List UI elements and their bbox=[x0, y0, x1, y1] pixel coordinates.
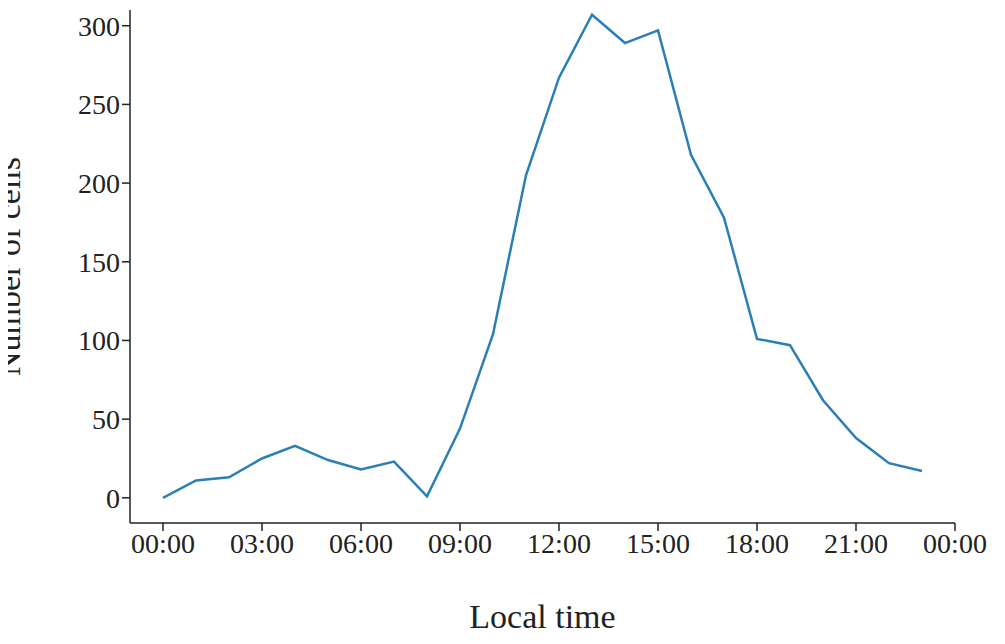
svg-text:50: 50 bbox=[92, 404, 120, 435]
svg-text:12:00: 12:00 bbox=[527, 528, 591, 559]
svg-text:15:00: 15:00 bbox=[626, 528, 690, 559]
svg-text:150: 150 bbox=[78, 247, 120, 278]
svg-text:Local time: Local time bbox=[469, 598, 615, 635]
svg-text:300: 300 bbox=[78, 11, 120, 42]
svg-text:00:00: 00:00 bbox=[923, 528, 987, 559]
svg-text:18:00: 18:00 bbox=[725, 528, 789, 559]
svg-text:06:00: 06:00 bbox=[329, 528, 393, 559]
svg-text:100: 100 bbox=[78, 325, 120, 356]
svg-text:Number of cells: Number of cells bbox=[8, 157, 27, 376]
svg-text:200: 200 bbox=[78, 168, 120, 199]
svg-text:0: 0 bbox=[106, 483, 120, 514]
svg-text:09:00: 09:00 bbox=[428, 528, 492, 559]
svg-text:21:00: 21:00 bbox=[824, 528, 888, 559]
svg-text:03:00: 03:00 bbox=[230, 528, 294, 559]
svg-text:250: 250 bbox=[78, 89, 120, 120]
svg-text:00:00: 00:00 bbox=[131, 528, 195, 559]
